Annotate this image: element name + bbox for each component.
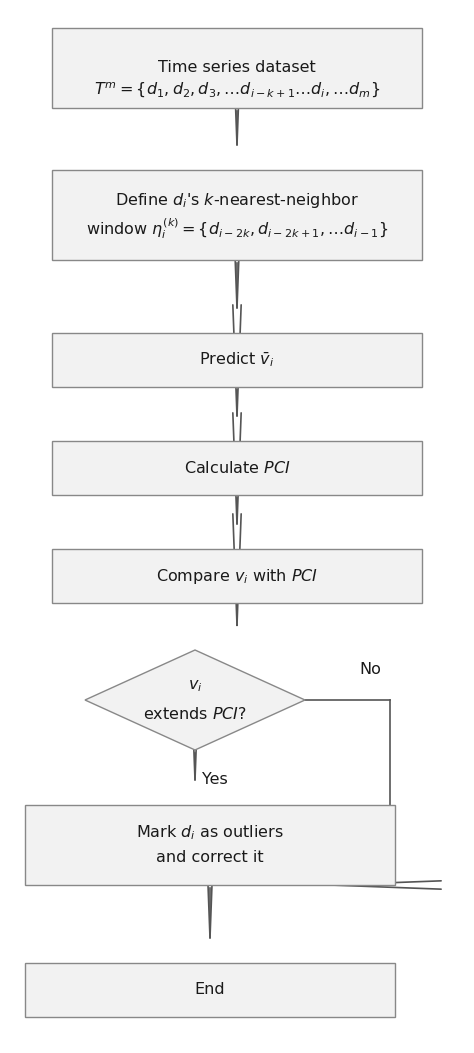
Polygon shape (85, 650, 305, 750)
Text: Mark $d_i$ as outliers: Mark $d_i$ as outliers (136, 823, 284, 842)
Text: Define $d_i$'s $k$-nearest-neighbor: Define $d_i$'s $k$-nearest-neighbor (115, 192, 359, 211)
Text: extends $PCI$?: extends $PCI$? (143, 706, 247, 722)
FancyBboxPatch shape (25, 963, 395, 1017)
Text: and correct it: and correct it (156, 850, 264, 865)
Text: No: No (359, 662, 381, 677)
Text: $T^m = \{d_1, d_2, d_3, \ldots d_{i-k+1} \ldots d_i, \ldots d_m\}$: $T^m = \{d_1, d_2, d_3, \ldots d_{i-k+1}… (94, 80, 380, 99)
Text: Predict $\bar{v}_i$: Predict $\bar{v}_i$ (199, 351, 275, 370)
Text: Calculate $PCI$: Calculate $PCI$ (183, 460, 291, 476)
FancyBboxPatch shape (52, 333, 422, 388)
Text: End: End (195, 982, 225, 997)
FancyBboxPatch shape (52, 441, 422, 495)
FancyBboxPatch shape (52, 170, 422, 260)
Text: Time series dataset: Time series dataset (158, 60, 316, 76)
Text: Compare $v_i$ with $PCI$: Compare $v_i$ with $PCI$ (156, 567, 318, 585)
Text: $v_i$: $v_i$ (188, 678, 202, 694)
FancyBboxPatch shape (25, 804, 395, 885)
Text: Yes: Yes (202, 773, 228, 788)
FancyBboxPatch shape (52, 28, 422, 108)
Text: window $\eta_i^{(k)} = \{d_{i-2k}, d_{i-2k+1}, \ldots d_{i-1}\}$: window $\eta_i^{(k)} = \{d_{i-2k}, d_{i-… (86, 217, 388, 241)
FancyBboxPatch shape (52, 549, 422, 603)
